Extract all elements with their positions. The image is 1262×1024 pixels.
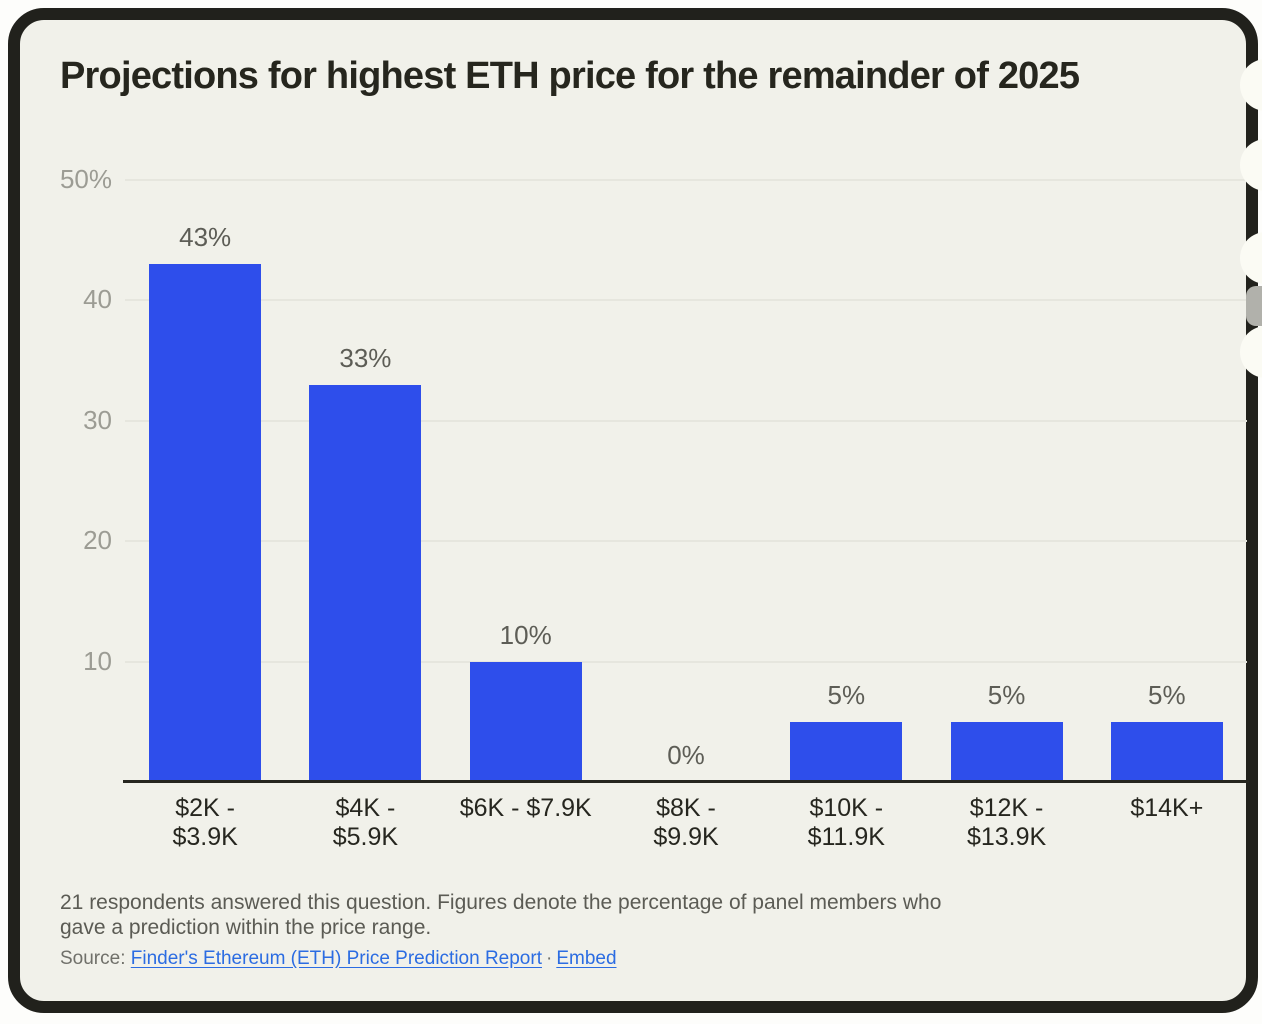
x-axis-category-label: $12K - $13.9K	[966, 794, 1047, 851]
y-axis-tick-label: 30	[83, 404, 112, 435]
bar-$10K - $11.9K[interactable]	[790, 721, 903, 782]
chart-footnote: 21 respondents answered this question. F…	[60, 891, 942, 939]
y-axis-tick-label: 50%	[59, 164, 112, 194]
gridline	[125, 660, 1247, 663]
gridline	[125, 540, 1247, 543]
gridline	[125, 419, 1247, 422]
source-line: Source: Finder's Ethereum (ETH) Price Pr…	[60, 948, 617, 970]
bar-$4K - $5.9K[interactable]	[309, 384, 422, 782]
y-axis-tick-label: 40	[83, 284, 112, 315]
chart-card: Projections for highest ETH price for th…	[40, 40, 1262, 1021]
bar-$14K+[interactable]	[1110, 721, 1223, 782]
bar-$2K - $3.9K[interactable]	[149, 264, 262, 782]
gridline	[125, 299, 1247, 302]
edge-button-circle[interactable]	[1240, 326, 1262, 378]
bar-value-label: 10%	[499, 619, 552, 650]
source-report-link[interactable]: Finder's Ethereum (ETH) Price Prediction…	[130, 948, 542, 969]
bar-value-label: 43%	[179, 222, 232, 253]
bar-value-label: 33%	[339, 342, 392, 373]
bar-chart: 50% 40 30 20 10 43% $2K - $3.9K 33% $4K - $5.9K 1…	[40, 40, 1262, 1021]
x-axis-category-label: $8K - $9.9K	[653, 794, 719, 851]
x-axis-line	[123, 780, 1249, 783]
edge-button-circle[interactable]	[1240, 59, 1262, 111]
edge-scroll-thumb[interactable]	[1246, 286, 1262, 326]
source-separator: ·	[545, 948, 553, 969]
x-axis-category-label: $10K - $11.9K	[807, 794, 885, 851]
y-axis-tick-label: 10	[83, 645, 112, 676]
bar-$12K - $13.9K[interactable]	[950, 721, 1063, 782]
x-axis-category-label: $6K - $7.9K	[459, 794, 592, 822]
chart-title: Projections for highest ETH price for th…	[60, 55, 1080, 97]
bar-value-label: 5%	[987, 679, 1026, 710]
x-axis-category-label: $4K - $5.9K	[332, 794, 399, 851]
embed-link[interactable]: Embed	[556, 948, 617, 969]
edge-button-circle[interactable]	[1240, 139, 1262, 191]
source-label: Source:	[60, 948, 126, 969]
edge-button-circle[interactable]	[1240, 232, 1262, 284]
x-axis-category-label: $2K - $3.9K	[172, 794, 238, 851]
chart-card-frame: Projections for highest ETH price for th…	[8, 8, 1258, 1013]
y-axis-tick-label: 20	[83, 525, 112, 556]
bar-$6K - $7.9K[interactable]	[469, 661, 582, 782]
bar-value-label: 5%	[1148, 679, 1186, 710]
bar-value-label: 5%	[827, 679, 866, 710]
gridline	[125, 179, 1247, 181]
x-axis-category-label: $14K+	[1130, 794, 1204, 822]
bar-value-label: 0%	[667, 740, 705, 770]
